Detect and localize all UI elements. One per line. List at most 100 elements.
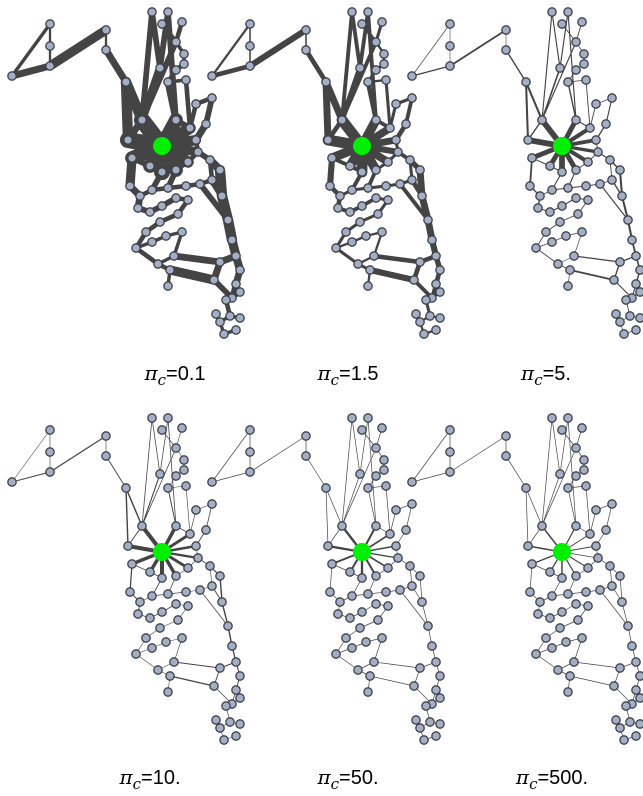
edge: [567, 81, 577, 121]
node: [611, 309, 621, 319]
node: [571, 65, 581, 75]
node: [121, 77, 131, 87]
node: [357, 167, 367, 177]
node: [571, 165, 581, 175]
node: [201, 119, 211, 129]
node: [193, 553, 203, 563]
nodes: [7, 7, 245, 339]
node: [571, 471, 581, 481]
edge: [541, 11, 553, 121]
edge: [211, 471, 251, 483]
node: [569, 657, 579, 667]
node: [621, 701, 631, 711]
node: [557, 425, 567, 435]
nodes: [207, 413, 445, 745]
node: [179, 49, 189, 59]
node: [145, 567, 155, 577]
node: [195, 179, 205, 189]
node: [363, 281, 373, 291]
node: [445, 447, 455, 457]
node: [371, 599, 381, 609]
node: [215, 317, 225, 327]
edge: [525, 487, 529, 547]
node: [405, 155, 415, 165]
node: [157, 573, 167, 583]
node: [591, 541, 601, 551]
edge: [341, 447, 377, 527]
node: [325, 181, 335, 191]
node: [591, 505, 601, 515]
caption-panel-3: πc=5.: [520, 361, 571, 389]
node: [407, 581, 417, 591]
edge: [11, 429, 51, 483]
node: [207, 93, 217, 103]
edge: [449, 435, 507, 473]
node: [181, 181, 191, 191]
node: [523, 135, 533, 145]
edge: [151, 417, 161, 475]
network-panel-1: [7, 7, 245, 339]
node: [179, 59, 189, 69]
node: [353, 259, 363, 269]
edges: [411, 417, 641, 741]
node: [363, 7, 373, 17]
edge: [505, 455, 527, 489]
node: [155, 469, 165, 479]
node: [391, 505, 401, 515]
node: [445, 41, 455, 51]
node: [435, 671, 445, 681]
node: [427, 641, 437, 651]
edge: [11, 471, 51, 483]
edge: [341, 473, 361, 527]
edge: [599, 183, 629, 221]
node: [371, 65, 381, 75]
edges: [209, 10, 443, 336]
node: [615, 257, 625, 267]
node: [377, 633, 387, 643]
node: [381, 181, 391, 191]
node: [125, 181, 135, 191]
node: [163, 413, 173, 423]
node: [345, 161, 355, 171]
node: [163, 7, 173, 17]
node: [331, 649, 341, 659]
edge: [373, 661, 421, 669]
node: [431, 251, 441, 261]
node: [141, 633, 151, 643]
network-panel-3: [407, 7, 643, 339]
edge: [211, 429, 251, 483]
node: [357, 425, 367, 435]
node: [191, 99, 201, 109]
node: [579, 49, 589, 59]
node: [127, 559, 137, 569]
node: [231, 685, 241, 695]
node: [231, 731, 241, 741]
node: [383, 601, 393, 611]
node: [435, 313, 445, 323]
edge: [599, 589, 629, 627]
node: [363, 483, 373, 493]
node: [161, 231, 171, 241]
edges: [411, 11, 641, 335]
edge: [585, 485, 591, 535]
edge: [10, 22, 52, 78]
node: [101, 451, 111, 461]
node: [377, 227, 387, 237]
node: [223, 215, 233, 225]
node: [391, 99, 401, 109]
node: [395, 585, 405, 595]
node: [563, 7, 573, 17]
node: [331, 243, 341, 253]
node: [245, 41, 255, 51]
edge: [105, 455, 127, 489]
node: [601, 525, 611, 535]
node: [431, 685, 441, 695]
node: [383, 563, 393, 573]
edge: [167, 487, 177, 527]
node: [193, 147, 203, 157]
node: [571, 193, 581, 203]
node: [563, 281, 573, 291]
edge: [185, 485, 191, 535]
node: [335, 191, 345, 201]
node: [563, 413, 573, 423]
